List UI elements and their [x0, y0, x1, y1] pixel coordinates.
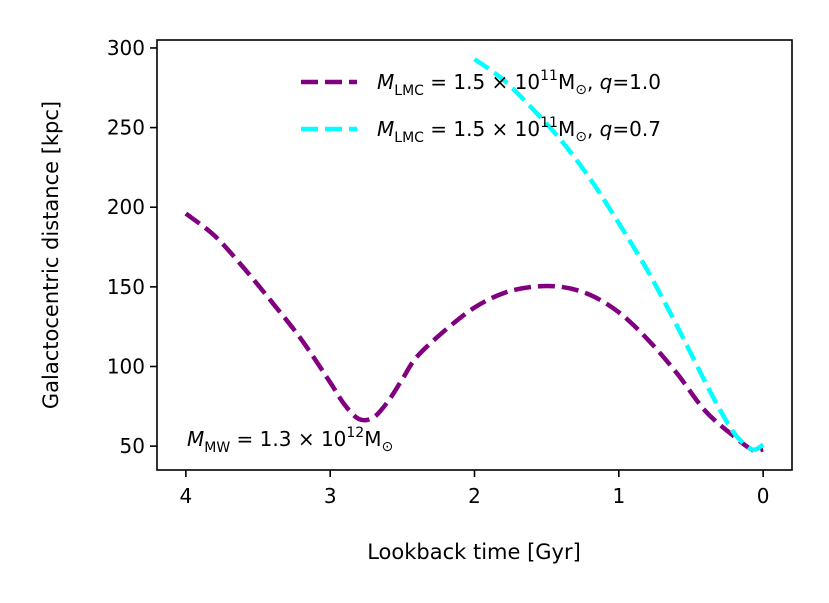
x-axis: 4 3 2 1 0 — [179, 470, 770, 508]
y-tick-label: 150 — [107, 275, 145, 299]
y-tick-label: 100 — [107, 354, 145, 378]
legend-label-q1: MLMC = 1.5 × 1011M⊙, q=1.0 — [377, 68, 661, 99]
mw-mass-annotation: MMW = 1.3 × 1012M⊙ — [187, 425, 393, 456]
x-tick-label: 1 — [612, 484, 625, 508]
legend-label-q07: MLMC = 1.5 × 1011M⊙, q=0.7 — [377, 115, 661, 146]
series-line-1 — [473, 57, 765, 452]
x-tick-label: 3 — [324, 484, 337, 508]
plot-frame — [156, 39, 793, 471]
y-tick-label: 50 — [120, 434, 145, 458]
x-tick-label: 0 — [757, 484, 770, 508]
legend: MLMC = 1.5 × 1011M⊙, q=1.0 MLMC = 1.5 × … — [301, 68, 661, 146]
y-tick-label: 250 — [107, 116, 145, 140]
y-axis: 50 100 150 200 250 300 — [107, 36, 157, 458]
series-layer — [184, 57, 765, 454]
y-tick-label: 300 — [107, 36, 145, 60]
y-axis-label: Galactocentric distance [kpc] — [39, 101, 63, 409]
y-tick-label: 200 — [107, 195, 145, 219]
x-axis-label: Lookback time [Gyr] — [367, 540, 581, 564]
x-tick-label: 4 — [179, 484, 192, 508]
x-tick-label: 2 — [468, 484, 481, 508]
series-line-0 — [184, 211, 764, 454]
